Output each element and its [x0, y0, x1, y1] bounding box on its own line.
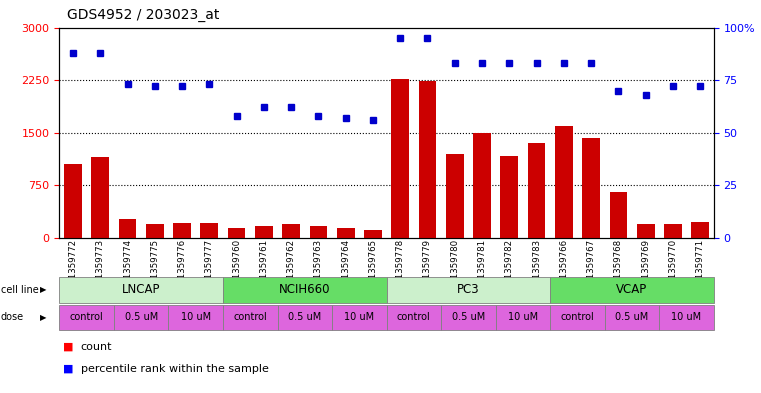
Text: cell line: cell line	[1, 285, 39, 295]
Text: 10 uM: 10 uM	[508, 312, 538, 322]
Bar	[664, 224, 682, 238]
Bar	[64, 164, 82, 238]
Text: 10 uM: 10 uM	[671, 312, 702, 322]
Text: 10 uM: 10 uM	[344, 312, 374, 322]
Bar	[174, 223, 191, 238]
Bar	[364, 230, 382, 238]
Bar	[310, 226, 327, 238]
Bar	[446, 154, 463, 238]
Bar	[282, 224, 300, 238]
Text: percentile rank within the sample: percentile rank within the sample	[81, 364, 269, 373]
Text: PC3: PC3	[457, 283, 479, 296]
Bar	[691, 222, 709, 238]
Bar	[391, 79, 409, 238]
Text: LNCAP: LNCAP	[122, 283, 161, 296]
Bar	[501, 156, 518, 238]
Text: 0.5 uM: 0.5 uM	[288, 312, 321, 322]
Text: count: count	[81, 342, 112, 352]
Text: VCAP: VCAP	[616, 283, 648, 296]
Bar	[473, 133, 491, 238]
Text: GDS4952 / 203023_at: GDS4952 / 203023_at	[67, 8, 219, 22]
Text: ▶: ▶	[40, 313, 46, 322]
Text: control: control	[70, 312, 103, 322]
Bar	[419, 81, 436, 238]
Bar	[610, 192, 627, 238]
Text: control: control	[397, 312, 431, 322]
Bar	[337, 228, 355, 238]
Bar	[91, 157, 109, 238]
Text: 0.5 uM: 0.5 uM	[125, 312, 158, 322]
Text: control: control	[561, 312, 594, 322]
Text: 0.5 uM: 0.5 uM	[616, 312, 648, 322]
Text: ■: ■	[63, 364, 74, 373]
Bar	[200, 223, 218, 238]
Text: ▶: ▶	[40, 285, 46, 294]
Bar	[527, 143, 546, 238]
Text: control: control	[234, 312, 267, 322]
Text: 10 uM: 10 uM	[180, 312, 211, 322]
Text: ■: ■	[63, 342, 74, 352]
Bar	[146, 224, 164, 238]
Bar	[119, 219, 136, 238]
Bar	[255, 226, 272, 238]
Bar	[637, 224, 654, 238]
Bar	[228, 228, 246, 238]
Text: 0.5 uM: 0.5 uM	[452, 312, 485, 322]
Text: NCIH660: NCIH660	[279, 283, 330, 296]
Text: dose: dose	[1, 312, 24, 322]
Bar	[582, 138, 600, 238]
Bar	[555, 126, 573, 238]
